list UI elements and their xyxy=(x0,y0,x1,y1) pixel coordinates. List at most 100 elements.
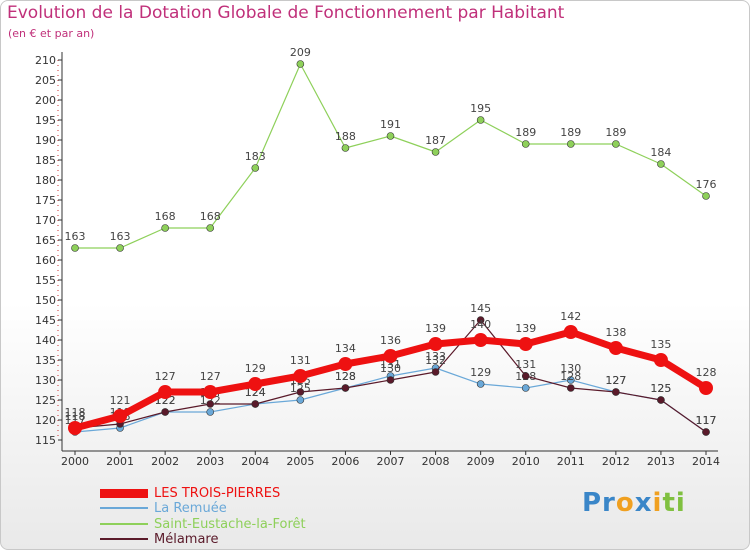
data-point-saint-eustache-la-for-t xyxy=(296,60,305,68)
data-point-saint-eustache-la-for-t xyxy=(657,160,665,168)
data-point-les-trois-pierres xyxy=(338,357,353,371)
data-label-saint-eustache-la-for-t: 209 xyxy=(290,46,311,59)
data-point-m-lamare xyxy=(251,400,260,408)
x-tick-label: 2014 xyxy=(692,455,720,468)
y-tick-label: 200 xyxy=(35,94,56,107)
data-point-les-trois-pierres xyxy=(293,369,308,383)
data-label-les-trois-pierres: 140 xyxy=(470,318,491,331)
data-point-saint-eustache-la-for-t xyxy=(341,144,350,152)
legend-label: La Remuée xyxy=(154,500,227,516)
data-point-saint-eustache-la-for-t xyxy=(116,244,124,252)
y-tick-label: 135 xyxy=(35,354,56,367)
data-point-saint-eustache-la-for-t xyxy=(521,140,530,148)
data-label-la-remu-e: 127 xyxy=(605,374,626,387)
data-label-saint-eustache-la-for-t: 168 xyxy=(155,210,176,223)
data-point-saint-eustache-la-for-t xyxy=(161,224,169,232)
y-tick-label: 120 xyxy=(35,414,56,427)
data-point-les-trois-pierres xyxy=(68,421,82,435)
data-point-saint-eustache-la-for-t xyxy=(702,192,710,200)
data-point-les-trois-pierres xyxy=(653,353,668,367)
legend-swatch-icon xyxy=(100,538,148,540)
data-label-m-lamare: 132 xyxy=(425,354,446,367)
data-label-m-lamare: 127 xyxy=(605,374,626,387)
y-tick-label: 185 xyxy=(35,154,56,167)
y-tick-label: 190 xyxy=(35,134,56,147)
data-point-m-lamare xyxy=(206,400,215,408)
data-point-saint-eustache-la-for-t xyxy=(386,132,395,140)
x-tick-label: 2003 xyxy=(196,455,224,468)
data-label-les-trois-pierres: 129 xyxy=(245,362,266,375)
data-label-saint-eustache-la-for-t: 176 xyxy=(696,178,717,191)
data-point-la-remu-e xyxy=(476,380,485,388)
x-tick-label: 2001 xyxy=(106,455,134,468)
data-point-les-trois-pierres xyxy=(699,381,713,395)
data-label-la-remu-e: 117 xyxy=(696,414,717,427)
data-label-m-lamare: 128 xyxy=(560,370,581,383)
data-label-m-lamare: 124 xyxy=(245,386,266,399)
data-point-la-remu-e xyxy=(206,408,215,416)
data-label-saint-eustache-la-for-t: 189 xyxy=(515,126,536,139)
data-label-les-trois-pierres: 142 xyxy=(560,310,581,323)
data-label-la-remu-e: 130 xyxy=(560,362,581,375)
data-label-les-trois-pierres: 127 xyxy=(155,370,176,383)
data-point-la-remu-e xyxy=(296,396,305,404)
data-point-m-lamare xyxy=(702,428,710,436)
legend-swatch-icon xyxy=(100,523,148,525)
data-label-les-trois-pierres: 135 xyxy=(650,338,671,351)
data-label-m-lamare: 145 xyxy=(470,302,491,315)
data-point-les-trois-pierres xyxy=(608,341,623,355)
data-label-saint-eustache-la-for-t: 184 xyxy=(650,146,671,159)
data-label-saint-eustache-la-for-t: 189 xyxy=(560,126,581,139)
data-label-la-remu-e: 128 xyxy=(335,370,356,383)
data-point-les-trois-pierres xyxy=(563,325,578,339)
data-point-les-trois-pierres xyxy=(248,377,263,391)
data-label-saint-eustache-la-for-t: 168 xyxy=(200,210,221,223)
data-label-la-remu-e: 124 xyxy=(245,386,266,399)
data-point-saint-eustache-la-for-t xyxy=(476,116,485,124)
legend-label: Mélamare xyxy=(154,531,219,547)
data-point-la-remu-e xyxy=(521,384,530,392)
data-label-les-trois-pierres: 136 xyxy=(380,334,401,347)
y-tick-label: 170 xyxy=(35,214,56,227)
x-tick-label: 2010 xyxy=(512,455,540,468)
data-label-les-trois-pierres: 127 xyxy=(200,370,221,383)
data-label-m-lamare: 131 xyxy=(515,358,536,371)
data-label-les-trois-pierres: 134 xyxy=(335,342,356,355)
x-tick-label: 2012 xyxy=(602,455,630,468)
data-label-la-remu-e: 131 xyxy=(380,358,401,371)
data-point-m-lamare xyxy=(386,376,395,384)
x-tick-label: 2000 xyxy=(61,455,89,468)
data-label-m-lamare: 128 xyxy=(335,370,356,383)
data-point-les-trois-pierres xyxy=(158,385,173,399)
y-tick-label: 125 xyxy=(35,394,56,407)
data-label-saint-eustache-la-for-t: 163 xyxy=(65,230,86,243)
legend-swatch-icon xyxy=(100,488,148,498)
data-point-m-lamare xyxy=(161,408,169,416)
data-point-saint-eustache-la-for-t xyxy=(251,164,260,172)
legend-item-les-trois-pierres: LES TROIS-PIERRES xyxy=(100,485,280,501)
legend-item-saint-eustache: Saint-Eustache-la-Forêt xyxy=(100,516,306,532)
y-tick-label: 115 xyxy=(35,434,56,447)
x-tick-label: 2011 xyxy=(557,455,585,468)
data-label-les-trois-pierres: 128 xyxy=(696,366,717,379)
data-point-m-lamare xyxy=(612,388,620,396)
data-label-les-trois-pierres: 131 xyxy=(290,354,311,367)
x-tick-label: 2007 xyxy=(377,455,405,468)
data-label-saint-eustache-la-for-t: 183 xyxy=(245,150,266,163)
chart-title: Evolution de la Dotation Globale de Fonc… xyxy=(7,3,565,23)
data-point-saint-eustache-la-for-t xyxy=(206,224,215,232)
proxiti-logo: Proxiti xyxy=(582,488,686,518)
y-tick-label: 210 xyxy=(35,54,56,67)
data-label-la-remu-e: 133 xyxy=(425,350,446,363)
y-tick-label: 130 xyxy=(35,374,56,387)
x-tick-label: 2009 xyxy=(467,455,495,468)
y-tick-label: 205 xyxy=(35,74,56,87)
data-point-les-trois-pierres xyxy=(383,349,398,363)
data-label-les-trois-pierres: 118 xyxy=(65,406,86,419)
data-label-m-lamare: 118 xyxy=(65,410,86,423)
y-tick-label: 145 xyxy=(35,314,56,327)
x-tick-label: 2004 xyxy=(241,455,269,468)
data-point-saint-eustache-la-for-t xyxy=(71,244,79,252)
data-point-saint-eustache-la-for-t xyxy=(612,140,620,148)
